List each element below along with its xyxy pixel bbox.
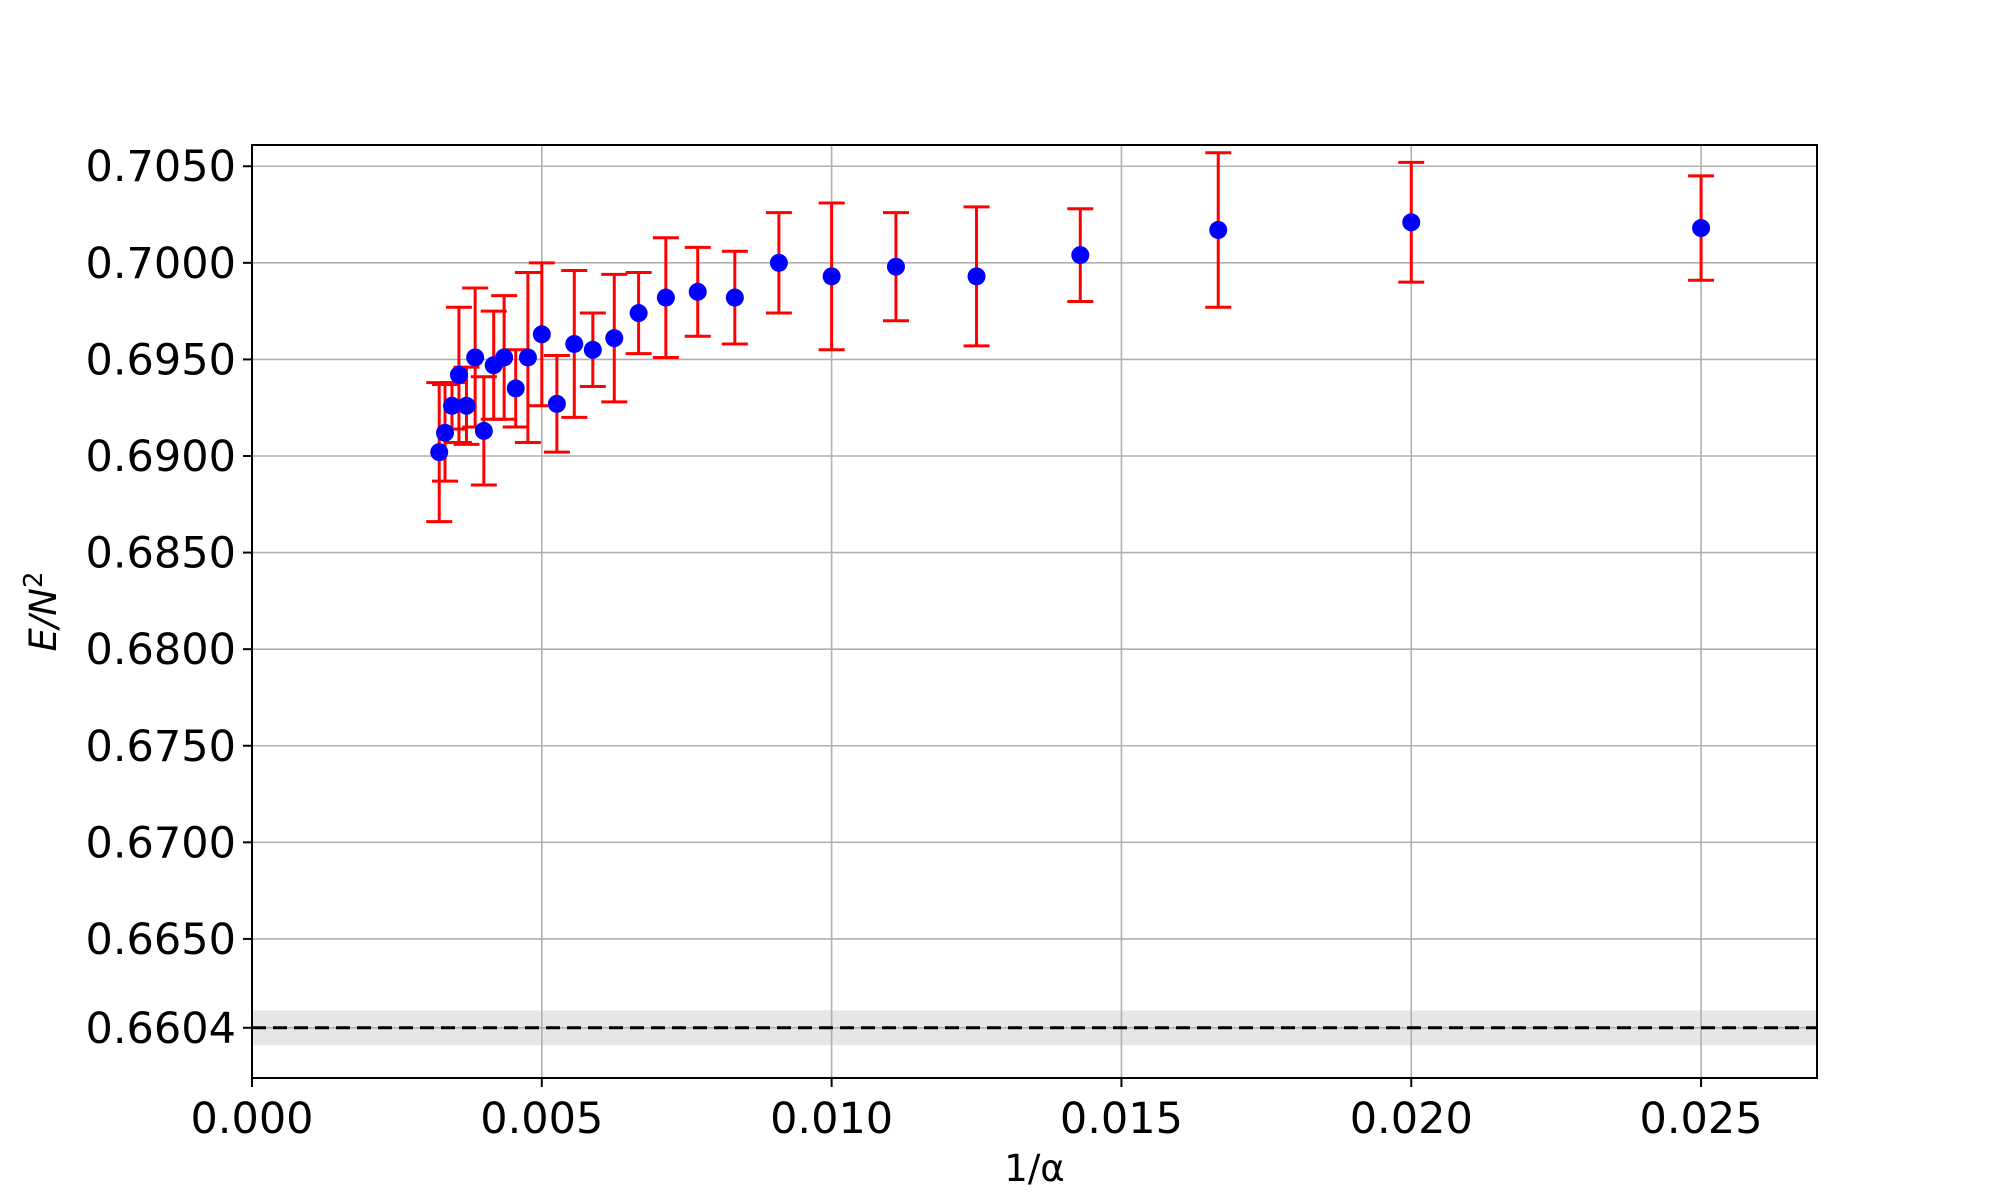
y-tick-label: 0.6850 [86, 529, 236, 579]
data-point [442, 396, 461, 415]
data-point [495, 348, 514, 367]
data-point [506, 379, 525, 398]
y-tick-label: 0.7000 [86, 239, 236, 289]
x-tick-label: 0.025 [1640, 1094, 1763, 1144]
x-tick-label: 0.005 [480, 1094, 603, 1144]
data-point [1692, 219, 1711, 238]
y-axis-label: E/N2 [19, 571, 65, 651]
y-tick-label: 0.6750 [86, 722, 236, 772]
data-point [1402, 213, 1421, 232]
data-point [688, 282, 707, 301]
marker-layer [430, 213, 1711, 462]
data-point [886, 257, 905, 276]
data-point [565, 334, 584, 353]
x-tick-label: 0.000 [190, 1094, 313, 1144]
data-point [725, 288, 744, 307]
y-tick-label: 0.6700 [86, 818, 236, 868]
y-tick-label: 0.6800 [86, 625, 236, 675]
data-point [430, 443, 449, 462]
data-point [457, 396, 476, 415]
x-tick-label: 0.020 [1350, 1094, 1473, 1144]
data-point [532, 325, 551, 344]
data-point [583, 340, 602, 359]
data-point [1071, 246, 1090, 265]
y-tick-label: 0.6604 [86, 1004, 236, 1054]
y-axis-label-base: E/N [22, 588, 65, 652]
data-point [518, 348, 537, 367]
y-tick-label: 0.6950 [86, 335, 236, 385]
x-tick-label: 0.010 [770, 1094, 893, 1144]
data-point [474, 421, 493, 440]
y-tick-label: 0.6650 [86, 915, 236, 965]
data-point [822, 267, 841, 286]
data-point [769, 253, 788, 272]
data-point [1209, 220, 1228, 239]
data-point [605, 329, 624, 348]
plot-background [252, 145, 1817, 1078]
data-point [449, 365, 468, 384]
y-axis-label-sup: 2 [19, 571, 49, 588]
data-point [547, 394, 566, 413]
y-tick-label: 0.7050 [86, 142, 236, 192]
plot-frame [251, 144, 1818, 1079]
x-axis-label: 1/α [1004, 1147, 1064, 1190]
data-point [466, 348, 485, 367]
data-point [967, 267, 986, 286]
y-tick-label: 0.6900 [86, 432, 236, 482]
data-point [629, 304, 648, 323]
data-point [436, 423, 455, 442]
x-tick-label: 0.015 [1060, 1094, 1183, 1144]
tick-layer: 0.000 0.005 0.010 0.015 0.020 0.025 0.6604 0.66… [86, 142, 1763, 1144]
data-point [656, 288, 675, 307]
